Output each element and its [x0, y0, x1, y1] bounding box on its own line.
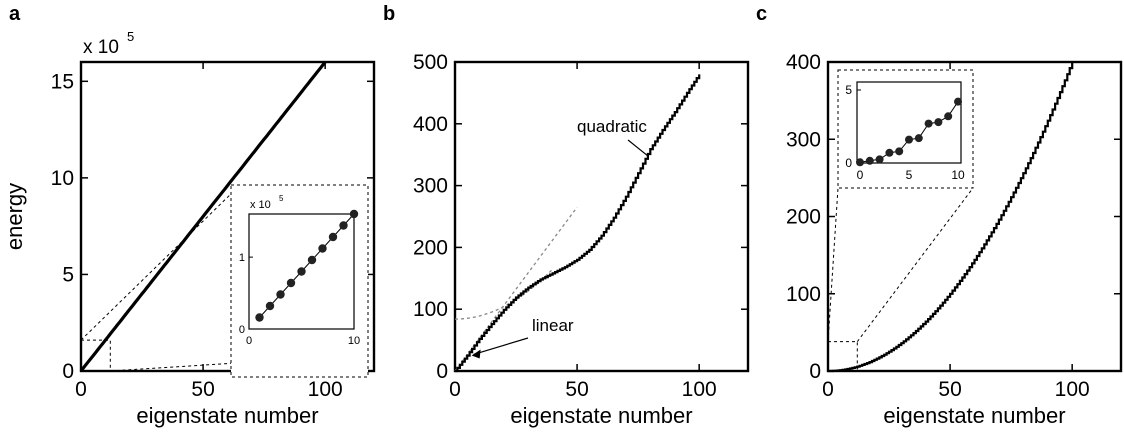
c-x-tick-label: 0 [822, 378, 834, 401]
c-inset-point [885, 148, 894, 157]
c-zoom-connector [856, 187, 974, 342]
c-y-tick-label: 100 [786, 283, 821, 306]
c-inset-point [924, 119, 933, 128]
a-inset-point [255, 313, 264, 322]
b-x-tick-label: 50 [565, 378, 588, 401]
a-x-axis-label: eigenstate number [136, 403, 318, 428]
c-inset-point [934, 118, 943, 127]
b-y-tick-label: 100 [413, 298, 448, 321]
c-inset-y-tick-label: 5 [845, 83, 852, 97]
c-inset-point [865, 156, 874, 165]
b-y-tick-label: 300 [413, 175, 448, 198]
a-exponent-label: x 10 [83, 37, 119, 58]
b-annotation-linear-arrowhead [471, 349, 481, 359]
c-y-tick-label: 0 [809, 360, 821, 383]
panel-b: 0 50 100 0 100 200 300 400 500 eigenstate number b… [383, 3, 750, 428]
a-inset-point [339, 221, 348, 230]
b-annotation-linear: linear [532, 316, 574, 335]
b-x-tick-label: 100 [682, 378, 717, 401]
a-panel-label: a [9, 3, 21, 25]
a-x-tick-label: 50 [191, 378, 214, 401]
a-x-tick-label: 0 [75, 378, 87, 401]
c-inset-frame [856, 81, 962, 164]
b-annotation-quadratic: quadratic [577, 117, 647, 136]
a-inset-point [297, 267, 306, 276]
c-inset-y-tick-label: 0 [845, 156, 852, 170]
b-y-tick-label: 500 [413, 51, 448, 74]
a-y-axis-label: energy [2, 183, 27, 250]
a-series-line [79, 60, 327, 372]
c-series-line [828, 62, 1074, 373]
a-y-tick-label: 15 [51, 70, 74, 93]
c-x-axis-label: eigenstate number [883, 403, 1065, 428]
c-inset-point [944, 112, 953, 121]
a-inset-point [307, 255, 317, 265]
a-inset-point [265, 301, 275, 311]
c-inset-x-tick-label: 0 [857, 168, 864, 182]
c-zoom-connector [827, 187, 839, 342]
b-plot-frame [453, 60, 750, 373]
c-inset-x-tick-label: 10 [951, 168, 965, 182]
a-y-tick-label: 5 [62, 263, 74, 286]
a-inset-point [318, 244, 327, 253]
b-y-tick-label: 400 [413, 113, 448, 136]
a-inset-point [328, 232, 338, 242]
a-inset-point [349, 209, 359, 219]
c-y-tick-label: 300 [786, 128, 821, 151]
b-linear-guide [454, 206, 578, 372]
a-inset-point [286, 278, 296, 288]
a-y-tick-label: 10 [51, 167, 74, 190]
a-plot-frame [79, 60, 376, 373]
b-x-axis-label: eigenstate number [510, 403, 692, 428]
c-x-tick-label: 100 [1055, 378, 1090, 401]
c-inset-point [895, 147, 904, 156]
c-y-tick-label: 200 [786, 206, 821, 229]
a-exponent-power: 5 [127, 29, 134, 44]
b-annotation-quadratic-pointer [627, 139, 649, 157]
a-inset-y-tick-label: 1 [239, 252, 245, 264]
b-panel-label: b [383, 3, 395, 25]
a-zoom-connector [80, 188, 237, 341]
c-zoom-region-box [827, 341, 858, 372]
b-y-tick-label: 0 [436, 360, 448, 383]
c-panel-label: c [756, 3, 767, 25]
c-inset-point [954, 97, 962, 106]
c-inset-point [905, 135, 913, 144]
a-inset-line [259, 213, 355, 318]
c-inset-point [875, 155, 884, 164]
c-inset-x-tick-label: 5 [906, 168, 913, 182]
b-y-tick-label: 200 [413, 236, 448, 259]
b-x-tick-label: 0 [449, 378, 461, 401]
a-x-tick-label: 100 [308, 378, 343, 401]
c-inset-point [914, 134, 923, 143]
c-inset-point [856, 158, 864, 167]
a-inset-exponent-label: x 10 [250, 199, 271, 211]
a-zoom-region-box [80, 339, 111, 372]
c-y-tick-label: 400 [786, 51, 821, 74]
b-annotation-linear-pointer [473, 337, 529, 356]
c-x-tick-label: 50 [938, 378, 961, 401]
a-inset-point [276, 290, 285, 299]
a-inset-x-tick-label: 0 [246, 335, 252, 347]
a-inset-x-tick-label: 10 [348, 335, 360, 347]
a-inset-y-tick-label: 0 [239, 324, 245, 336]
a-inset-exponent-power: 5 [279, 194, 284, 203]
a-y-tick-label: 0 [62, 360, 74, 383]
b-series-line [455, 74, 701, 373]
